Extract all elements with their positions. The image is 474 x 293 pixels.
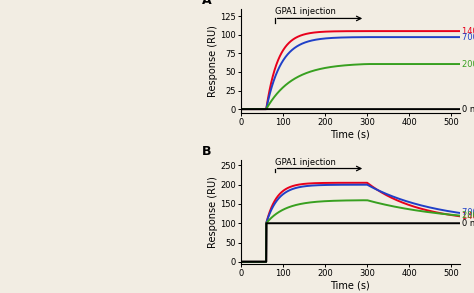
Y-axis label: Response (RU): Response (RU) (208, 25, 218, 97)
X-axis label: Time (s): Time (s) (330, 280, 370, 290)
Text: GPA1 injection: GPA1 injection (275, 7, 337, 16)
Text: B: B (201, 144, 211, 158)
Text: 1400 nM: 1400 nM (462, 212, 474, 221)
Text: 700 nM: 700 nM (462, 208, 474, 217)
Text: 200 nM: 200 nM (462, 59, 474, 69)
Text: 0 nM: 0 nM (462, 105, 474, 114)
Text: 0 nM: 0 nM (462, 219, 474, 228)
Text: 700 nM: 700 nM (462, 33, 474, 42)
Text: 200 nM: 200 nM (462, 211, 474, 220)
X-axis label: Time (s): Time (s) (330, 130, 370, 139)
Y-axis label: Response (RU): Response (RU) (208, 176, 218, 248)
Text: A: A (201, 0, 211, 7)
Text: 1400 nM: 1400 nM (462, 27, 474, 36)
Text: GPA1 injection: GPA1 injection (275, 158, 337, 167)
